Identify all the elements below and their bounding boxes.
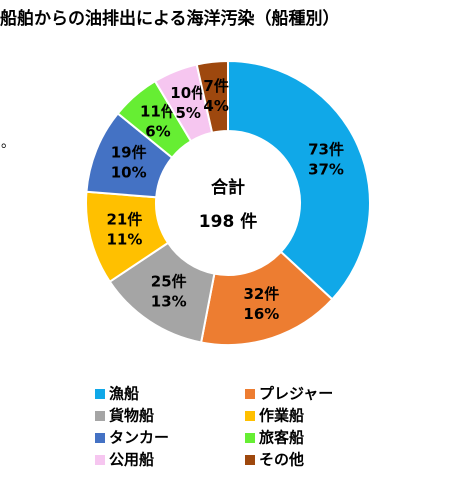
legend-swatch	[95, 455, 105, 465]
value-label: 11件	[140, 103, 176, 121]
legend-label: 旅客船	[259, 429, 304, 447]
legend-label: その他	[259, 451, 304, 469]
legend-label: 公用船	[109, 451, 154, 469]
value-label: 19件	[111, 144, 147, 162]
legend-label: 漁船	[109, 385, 139, 403]
donut-slice	[195, 59, 229, 134]
legend-swatch	[95, 411, 105, 421]
legend-label: プレジャー	[259, 385, 333, 403]
value-label: 7件	[203, 77, 228, 95]
legend-label: 作業船	[259, 407, 304, 425]
legend-swatch	[245, 389, 255, 399]
value-label: 21件	[106, 210, 142, 228]
legend-swatch	[95, 389, 105, 399]
value-label: 10件	[170, 84, 206, 102]
percent-label: 5%	[175, 104, 200, 122]
legend-label: タンカー	[109, 429, 169, 447]
center-total: 198 件	[199, 211, 257, 232]
note: 。	[1, 135, 15, 151]
percent-label: 10%	[111, 164, 147, 182]
value-label: 32件	[243, 285, 279, 303]
value-label: 25件	[151, 273, 187, 291]
percent-label: 11%	[106, 230, 142, 248]
legend-swatch	[245, 411, 255, 421]
percent-label: 16%	[243, 305, 279, 323]
percent-label: 37%	[308, 161, 344, 179]
legend-label: 貨物船	[109, 407, 154, 425]
percent-label: 4%	[203, 97, 228, 115]
percent-label: 13%	[151, 293, 187, 311]
chart-title: 船舶からの油排出による海洋汚染（船種別）	[0, 8, 340, 29]
value-label: 73件	[308, 141, 344, 159]
legend-swatch	[95, 433, 105, 443]
percent-label: 6%	[145, 123, 170, 141]
donut-slice	[227, 59, 371, 301]
legend-swatch	[245, 455, 255, 465]
center-label: 合計	[211, 177, 245, 198]
legend-swatch	[245, 433, 255, 443]
